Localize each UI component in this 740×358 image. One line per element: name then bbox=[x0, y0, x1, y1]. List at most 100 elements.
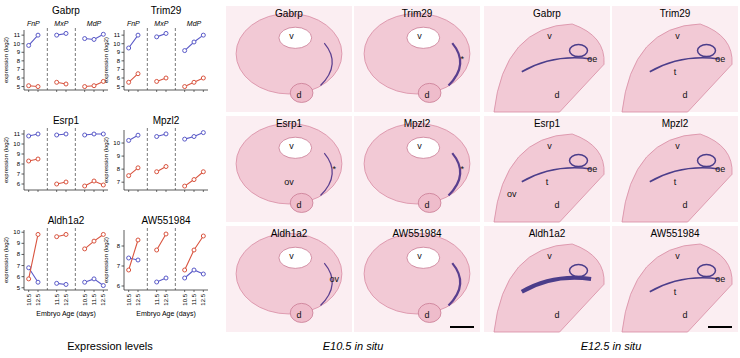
point bbox=[55, 281, 59, 285]
line-chart: AW55198467810.512.511.512.510.511.512.5e… bbox=[103, 215, 208, 318]
in-situ-panel: Aldh1a2vdov bbox=[226, 226, 352, 332]
x-tick bbox=[184, 290, 185, 292]
y-tick-label: 6 bbox=[117, 283, 121, 289]
x-tick bbox=[203, 90, 204, 92]
y-tick-label: 8 bbox=[17, 161, 21, 167]
plot-area bbox=[27, 31, 106, 88]
point bbox=[183, 276, 187, 280]
stain bbox=[321, 153, 333, 195]
y-tick bbox=[122, 156, 125, 157]
y-tick-label: 6 bbox=[17, 181, 21, 187]
y-tick-label: 10 bbox=[113, 41, 120, 47]
point bbox=[164, 232, 168, 236]
y-tick-label: 11 bbox=[14, 32, 21, 38]
point bbox=[27, 84, 31, 88]
point bbox=[183, 49, 187, 53]
panel-title: Trim29 bbox=[660, 8, 691, 19]
ventricle bbox=[279, 247, 312, 268]
y-tick bbox=[122, 143, 125, 144]
point bbox=[36, 232, 40, 236]
point bbox=[192, 135, 196, 139]
panel-label: t bbox=[674, 177, 677, 187]
y-tick-label: 7 bbox=[17, 263, 21, 269]
tissue bbox=[418, 193, 441, 212]
figure: GabrpFnPMxPMdP567891011expression (log2)… bbox=[0, 0, 740, 358]
stain bbox=[321, 43, 333, 85]
x-tick bbox=[56, 290, 57, 292]
y-tick bbox=[22, 174, 25, 175]
point bbox=[155, 35, 159, 39]
group-divider bbox=[75, 228, 76, 290]
caption: E12.5 in situ bbox=[581, 340, 642, 352]
point bbox=[164, 76, 168, 80]
x-tick bbox=[84, 190, 85, 192]
series-line bbox=[129, 33, 204, 50]
x-tick bbox=[38, 290, 39, 292]
plot-area bbox=[27, 232, 106, 287]
series-line bbox=[129, 234, 204, 270]
panel-title: Trim29 bbox=[402, 8, 433, 19]
panel-label: ov bbox=[507, 189, 517, 199]
in-situ-panel: Esrp1vd*ov bbox=[226, 116, 352, 222]
y-tick-label: 9 bbox=[117, 153, 121, 159]
y-tick bbox=[22, 276, 25, 277]
y-tick-label: 10 bbox=[13, 229, 20, 235]
stain bbox=[522, 58, 591, 72]
y-tick bbox=[22, 265, 25, 266]
group-divider bbox=[175, 28, 176, 90]
y-tick bbox=[22, 243, 25, 244]
point bbox=[83, 247, 87, 251]
group-divider bbox=[147, 128, 148, 190]
point bbox=[27, 159, 31, 163]
y-tick-label: 7 bbox=[17, 66, 21, 72]
tissue bbox=[236, 123, 342, 204]
point bbox=[64, 282, 68, 286]
x-tick bbox=[103, 190, 104, 192]
y-tick bbox=[22, 35, 25, 36]
y-tick bbox=[22, 78, 25, 79]
x-tick bbox=[138, 190, 139, 192]
x-axis-label: Embryo Age (days) bbox=[136, 310, 196, 318]
in-situ-panel: Gabrpvdoe bbox=[484, 6, 610, 112]
tissue bbox=[364, 13, 470, 94]
in-situ-panel: Gabrpvd bbox=[226, 6, 352, 112]
y-axis-label: expression (log2) bbox=[3, 137, 9, 183]
y-tick bbox=[122, 86, 125, 87]
y-tick bbox=[122, 78, 125, 79]
point bbox=[92, 179, 96, 183]
tissue bbox=[236, 233, 342, 314]
ventricle bbox=[407, 137, 440, 158]
panel-background bbox=[612, 116, 738, 222]
point bbox=[36, 85, 40, 89]
y-tick-label: 7 bbox=[117, 179, 121, 185]
panel-background bbox=[354, 226, 480, 332]
panel-title: Gabrp bbox=[533, 8, 561, 19]
group-label: MdP bbox=[187, 20, 202, 27]
y-tick-label: 7 bbox=[17, 171, 21, 177]
x-tick bbox=[103, 90, 104, 92]
panel-label: v bbox=[675, 31, 680, 41]
panel-label: d bbox=[425, 310, 430, 320]
point bbox=[201, 234, 205, 238]
point bbox=[183, 268, 187, 272]
panel-label: v bbox=[417, 251, 422, 261]
panel-label: d bbox=[425, 90, 430, 100]
point bbox=[64, 31, 68, 35]
panel-title: Mpzl2 bbox=[404, 118, 431, 129]
y-tick bbox=[122, 286, 125, 287]
x-tick bbox=[94, 290, 95, 292]
x-tick bbox=[128, 290, 129, 292]
x-tick bbox=[28, 90, 29, 92]
y-axis bbox=[24, 130, 25, 190]
series-line bbox=[129, 167, 204, 187]
point bbox=[83, 37, 87, 41]
x-tick bbox=[194, 290, 195, 292]
group-divider bbox=[75, 128, 76, 190]
y-tick bbox=[22, 60, 25, 61]
y-tick bbox=[22, 154, 25, 155]
tissue bbox=[290, 193, 313, 212]
y-tick-label: 5 bbox=[117, 84, 121, 90]
point bbox=[201, 272, 205, 276]
x-tick bbox=[94, 190, 95, 192]
panel-label: v bbox=[675, 251, 680, 261]
